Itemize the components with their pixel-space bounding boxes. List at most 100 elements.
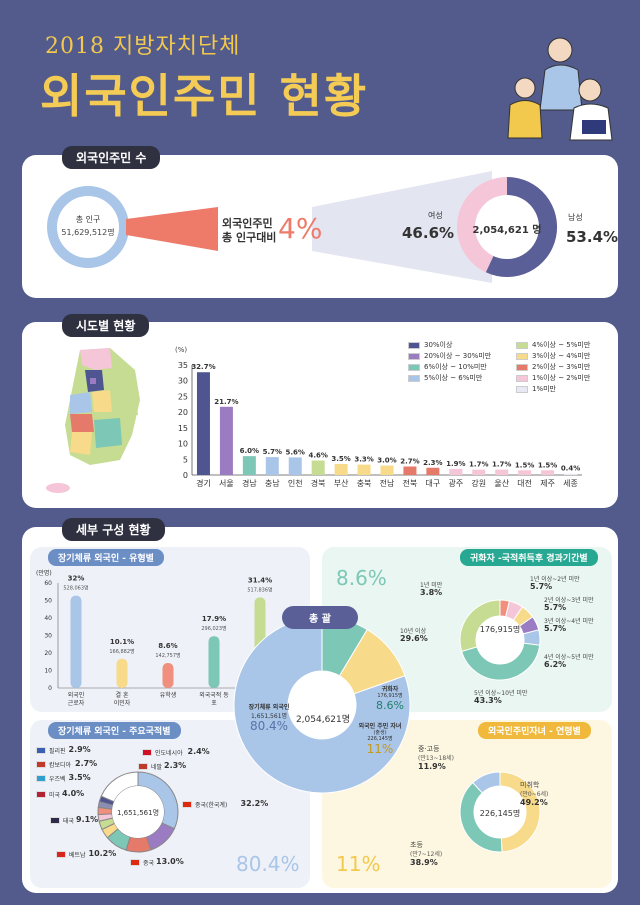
region-bar-label: 1.5% xyxy=(515,461,534,469)
child-count: 226,145명 xyxy=(367,736,393,742)
region-bar-label: 5.7% xyxy=(263,448,282,456)
region-category-label: 서울 xyxy=(219,479,234,488)
region-category-label: 경기 xyxy=(196,478,211,488)
nation-pill: 장기체류 외국인 - 주요국적별 xyxy=(48,722,181,739)
region-ytick: 25 xyxy=(178,392,188,401)
flag-icon xyxy=(36,761,46,768)
region-bar xyxy=(380,465,394,475)
legend-label: 3%이상 ~ 4%미만 xyxy=(532,352,591,360)
region-bar xyxy=(288,457,302,475)
region-bar-label: 1.5% xyxy=(538,461,557,469)
region-category-label: 충남 xyxy=(265,479,280,488)
child-label: 외국인 주민 자녀 xyxy=(358,723,402,730)
region-bar-label: 0.4% xyxy=(561,465,580,473)
region-bar xyxy=(403,466,417,475)
summary-donut xyxy=(233,616,411,794)
total-pop-value: 51,629,512명 xyxy=(61,228,115,237)
nation-label: 중국 xyxy=(143,860,155,867)
region-bar xyxy=(472,469,486,475)
legend-label: 1%미만 xyxy=(532,385,556,393)
region-bar xyxy=(357,464,371,475)
naturalized-slice-hole xyxy=(476,616,524,664)
long-count: 1,651,561명 xyxy=(250,713,288,720)
type-pct-label: 8.6% xyxy=(158,642,177,650)
type-count-label: 528,063명 xyxy=(63,585,88,592)
big-children: 11% xyxy=(336,852,381,876)
nation-pct: 2.7% xyxy=(75,759,98,768)
children-sub: (만13~18세) xyxy=(418,755,455,762)
header-subtitle: 2018 지방자치단체 xyxy=(45,34,241,59)
region-category-label: 세종 xyxy=(563,479,578,488)
region-bar-chart: 0 5 10 15 20 25 30 35 32.7% 경기 21.7% 서울 6.0% 경남 5.7% 충남… xyxy=(178,361,582,488)
nation-label: 중국(한국계) xyxy=(195,802,228,809)
child-sub: (출생) xyxy=(373,730,387,736)
region-bar xyxy=(518,470,532,475)
children-label: 초등 xyxy=(410,841,423,849)
nation-pct: 10.2% xyxy=(88,849,117,858)
type-count-label: 166,882명 xyxy=(109,648,134,655)
children-sub: (만7~12세) xyxy=(410,851,443,858)
flag-icon xyxy=(138,763,148,770)
region-legend: 30%이상 20%이상 ~ 30%미만 6%이상 ~ 10%미만 5%이상 ~ 6%미… xyxy=(408,340,608,400)
region-bar xyxy=(426,467,440,475)
ratio-value: 4% xyxy=(278,212,323,245)
region-category-label: 부산 xyxy=(334,478,349,488)
female-label: 여성 xyxy=(428,211,443,220)
nat-label: 귀화자 xyxy=(381,686,399,693)
legend-swatch xyxy=(516,342,528,349)
nation-label: 캄보디아 xyxy=(49,762,72,769)
naturalized-pct: 5.7% xyxy=(544,603,567,612)
foreign-total: 2,054,621 명 xyxy=(472,225,542,236)
flag-icon xyxy=(56,851,66,858)
male-pct: 53.4% xyxy=(566,228,619,246)
region-category-label: 울산 xyxy=(494,478,509,488)
nation-pct: 2.4% xyxy=(187,747,210,756)
nat-pct: 8.6% xyxy=(376,699,404,712)
naturalized-pct: 5.7% xyxy=(530,582,553,591)
region-bar-label: 2.3% xyxy=(423,459,442,467)
type-pill: 장기체류 외국인 - 유형별 xyxy=(48,549,164,566)
korea-map xyxy=(46,348,140,493)
legend-swatch xyxy=(408,364,420,371)
children-pill: 외국인주민자녀 - 연령별 xyxy=(478,722,591,739)
type-ytick: 60 xyxy=(44,580,52,587)
region-ytick: 0 xyxy=(183,471,188,480)
region-bar-label: 21.7% xyxy=(214,398,238,406)
naturalized-label: 10년 이상 xyxy=(400,628,427,635)
type-category-label: 결 혼 xyxy=(116,691,129,699)
section1-pill: 외국인주민 수 xyxy=(62,146,161,169)
legend-swatch xyxy=(408,375,420,382)
naturalized-pill: 귀화자 -국적취득후 경과기간별 xyxy=(460,549,598,566)
nation-label: 태국 xyxy=(63,818,75,825)
region-bar xyxy=(265,457,279,475)
type-ytick: 10 xyxy=(44,668,52,675)
region-category-label: 충북 xyxy=(357,479,372,488)
nation-label: 네팔 xyxy=(151,764,163,771)
region-bar xyxy=(541,470,555,475)
ratio-label-1: 외국인주민 xyxy=(222,217,273,230)
type-ytick: 50 xyxy=(44,598,52,605)
children-label: 중·고등 xyxy=(418,745,440,753)
children-slice-hole xyxy=(474,786,526,838)
legend-swatch xyxy=(408,353,420,360)
total-pop-label: 총 인구 xyxy=(75,215,101,224)
type-bar xyxy=(162,662,174,688)
region-category-label: 대전 xyxy=(517,478,532,488)
region-bar xyxy=(242,456,256,475)
long-label: 장기체류 외국인 xyxy=(248,704,290,711)
summary-slice-hole xyxy=(288,671,356,739)
type-category-label: 근로자 xyxy=(68,699,85,707)
type-bar xyxy=(116,658,128,688)
legend-label: 5%이상 ~ 6%미만 xyxy=(424,374,483,382)
nation-pct: 9.1% xyxy=(76,815,99,824)
region-category-label: 인천 xyxy=(288,478,303,488)
big-naturalized: 8.6% xyxy=(336,566,387,590)
children-label: 미취학 xyxy=(520,781,540,789)
naturalized-pct: 5.7% xyxy=(544,624,567,633)
children-center: 226,145명 xyxy=(479,809,521,818)
summary-center: 2,054,621명 xyxy=(295,715,351,725)
nation-pct: 32.2% xyxy=(240,799,269,808)
nation-label: 미국 xyxy=(49,792,61,799)
legend-swatch xyxy=(408,342,420,349)
naturalized-pct: 6.2% xyxy=(544,660,567,669)
